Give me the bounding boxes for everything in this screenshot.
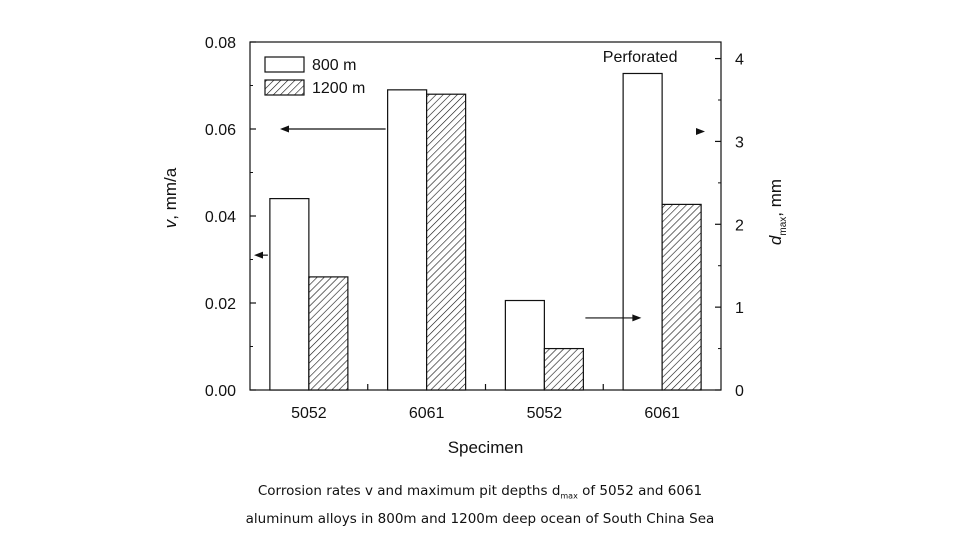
annotation-perforated: Perforated	[603, 49, 678, 66]
arrow-head-2	[280, 125, 289, 133]
y-label-right-unit: , mm	[766, 179, 785, 217]
left-tick-label: 0.04	[205, 209, 236, 226]
bar-series1-cat3	[504, 299, 545, 391]
y-label-right-subscript: max	[778, 217, 789, 236]
legend-swatch-2	[264, 79, 305, 96]
y-label-right-symbol: d	[766, 235, 785, 245]
arrow-head-3	[632, 314, 642, 322]
y-label-left-unit: , mm/a	[161, 167, 180, 219]
caption-text-part2: of 5052 and 6061	[577, 483, 703, 499]
arrow-head-1	[254, 251, 263, 259]
right-tick-label: 3	[735, 134, 744, 151]
legend-label-2: 1200 m	[312, 80, 365, 97]
x-tick-label: 6061	[644, 405, 680, 422]
caption-text-part1: Corrosion rates v and maximum pit depths…	[257, 483, 561, 499]
right-tick-label: 4	[735, 52, 744, 69]
bar-series2-cat4	[661, 203, 702, 391]
legend-label-1: 800 m	[312, 57, 356, 74]
left-tick-label: 0.02	[205, 296, 236, 313]
x-tick-label: 5052	[527, 405, 563, 422]
x-axis-label: Specimen	[448, 438, 524, 457]
bar-series1-cat4	[622, 72, 663, 391]
bar-series1-cat1	[269, 198, 310, 391]
arrow-head-4	[696, 127, 705, 135]
y-label-left-symbol: v	[161, 218, 180, 228]
left-tick-label: 0.06	[205, 122, 236, 139]
caption-subscript: max	[560, 491, 578, 501]
caption-line2: aluminum alloys in 800m and 1200m deep o…	[245, 510, 715, 527]
y-axis-label-left: v, mm/a	[161, 167, 180, 228]
right-tick-label: 1	[735, 300, 744, 317]
bar-series2-cat1	[308, 276, 349, 391]
legend-swatch-1	[264, 56, 305, 73]
x-tick-label: 6061	[409, 405, 445, 422]
right-tick-label: 2	[735, 217, 744, 234]
y-axis-label-right: dmax, mm	[766, 179, 789, 245]
corrosion-bar-chart: 0.00 0.02 0.04 0.06 0.08 0 1 2 3 4 5052 6061 5052 6…	[161, 35, 789, 457]
left-tick-label: 0.08	[205, 35, 236, 52]
left-tick-label: 0.00	[205, 383, 236, 400]
bar-series2-cat3	[543, 347, 584, 391]
x-tick-label: 5052	[291, 405, 327, 422]
bar-series2-cat2	[426, 93, 467, 391]
right-tick-label: 0	[735, 383, 744, 400]
bar-series1-cat2	[387, 89, 428, 391]
figure-caption: Corrosion rates v and maximum pit depths…	[180, 480, 780, 530]
